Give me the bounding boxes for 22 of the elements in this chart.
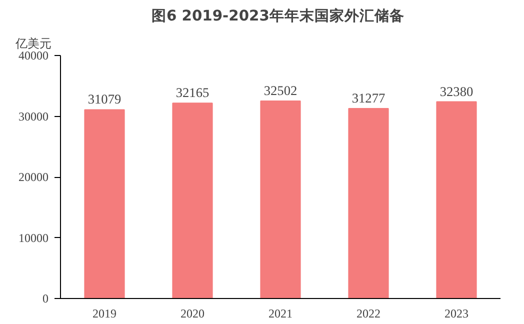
bar <box>436 101 477 298</box>
bar <box>172 102 213 298</box>
y-tick-label: 30000 <box>18 109 48 124</box>
bar <box>84 109 125 298</box>
y-tick-label: 20000 <box>18 170 48 184</box>
data-label: 31277 <box>352 90 386 106</box>
bar <box>348 108 389 298</box>
chart-title: 图6 2019-2023年年末国家外汇储备 <box>151 6 404 24</box>
bar <box>260 100 301 298</box>
y-tick-label: 40000 <box>18 48 48 62</box>
y-tick-label: 10000 <box>18 230 48 245</box>
data-label: 32380 <box>440 84 474 99</box>
x-tick-label: 2019 <box>92 306 116 320</box>
x-tick-label: 2020 <box>180 306 204 320</box>
x-tick-label: 2021 <box>268 306 292 320</box>
x-tick-label: 2023 <box>444 306 468 320</box>
data-label: 32502 <box>264 83 298 98</box>
data-label: 32165 <box>176 85 210 100</box>
y-tick-label: 0 <box>42 292 48 306</box>
x-tick-label: 2022 <box>356 306 380 320</box>
y-axis-title: 亿美元 <box>14 36 52 50</box>
data-label: 31079 <box>88 92 122 107</box>
